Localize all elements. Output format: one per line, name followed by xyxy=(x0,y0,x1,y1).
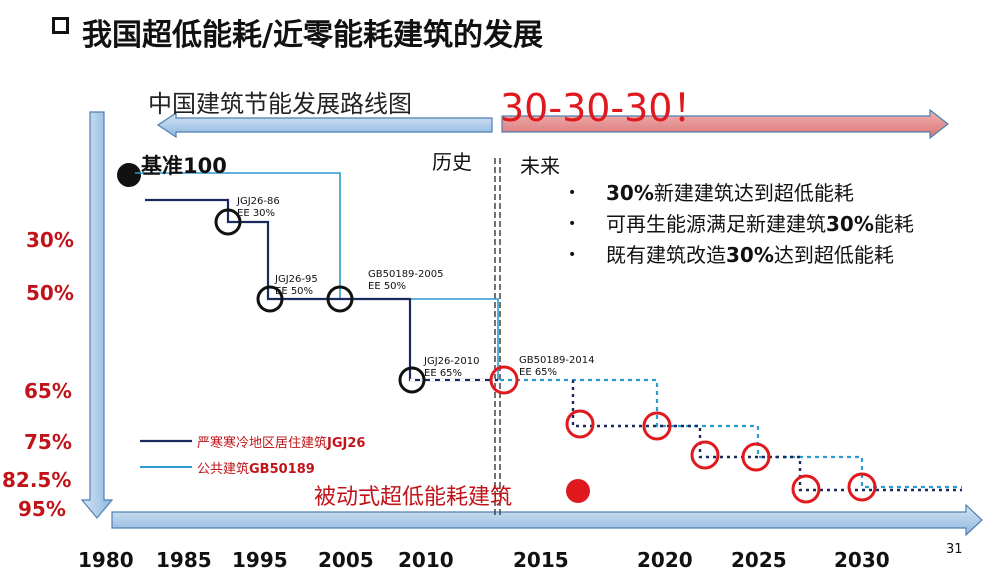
energy-axis-arrow xyxy=(80,111,114,519)
history-label: 历史 xyxy=(432,150,472,174)
standard-label-gb50189-2005: GB50189-2005 EE 50% xyxy=(368,269,444,292)
year-label: 1995 xyxy=(232,548,288,572)
roadmap-label: 中国建筑节能发展路线图 xyxy=(148,90,412,118)
page-title: 我国超低能耗/近零能耗建筑的发展 xyxy=(82,18,543,53)
percent-label: 82.5% xyxy=(2,468,72,492)
year-axis-arrow xyxy=(111,503,983,537)
legend-residential: 严寒寒冷地区居住建筑JGJ26 xyxy=(197,436,366,451)
page-number: 31 xyxy=(946,542,963,557)
goal-item: • 30%新建建筑达到超低能耗 xyxy=(568,181,854,205)
goal-item: • 既有建筑改造30%达到超低能耗 xyxy=(568,243,894,267)
history-arrow xyxy=(156,111,493,139)
goal-item: • 可再生能源满足新建建筑30%能耗 xyxy=(568,212,914,236)
standard-label-jgj26-95: JGJ26-95 EE 50% xyxy=(275,274,318,297)
year-label: 2015 xyxy=(513,548,569,572)
standard-label-jgj26-86: JGJ26-86 EE 30% xyxy=(237,196,280,219)
year-label: 2030 xyxy=(834,548,890,572)
future-arrow xyxy=(501,108,949,140)
standard-label-jgj26-2010: JGJ26-2010 EE 65% xyxy=(424,356,480,379)
percent-label: 65% xyxy=(24,379,72,403)
passive-building-label: 被动式超低能耗建筑 xyxy=(314,485,513,510)
year-label: 2005 xyxy=(318,548,374,572)
slogan: 30-30-30！ xyxy=(500,86,711,130)
baseline-label: 基准100 xyxy=(141,154,227,178)
passive-building-marker xyxy=(566,479,590,503)
percent-label: 95% xyxy=(18,497,66,521)
year-label: 1980 xyxy=(78,548,134,572)
legend-public: 公共建筑GB50189 xyxy=(197,462,315,477)
year-label: 2025 xyxy=(731,548,787,572)
future-goals-list: • 30%新建建筑达到超低能耗 • 可再生能源满足新建建筑30%能耗 • 既有建… xyxy=(568,180,968,269)
baseline-marker xyxy=(117,163,141,187)
percent-label: 75% xyxy=(24,430,72,454)
year-label: 2020 xyxy=(637,548,693,572)
title-checkbox-icon xyxy=(52,17,69,34)
standard-label-gb50189-2014: GB50189-2014 EE 65% xyxy=(519,355,595,378)
future-label: 未来 xyxy=(520,154,560,178)
percent-label: 50% xyxy=(26,281,74,305)
year-label: 2010 xyxy=(398,548,454,572)
year-label: 1985 xyxy=(156,548,212,572)
percent-label: 30% xyxy=(26,228,74,252)
